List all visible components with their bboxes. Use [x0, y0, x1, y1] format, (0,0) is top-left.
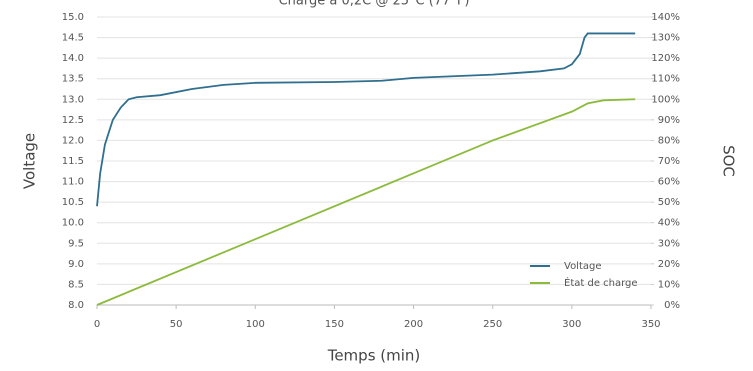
- legend-label: Voltage: [564, 261, 602, 272]
- y-tick-label: 12.5: [62, 115, 84, 126]
- x-tick-label: 200: [404, 319, 423, 330]
- x-tick-label: 100: [246, 319, 265, 330]
- y-tick-label: 12.0: [62, 135, 84, 146]
- y2-tick-label: 70%: [658, 156, 680, 167]
- x-tick-label: 50: [170, 319, 183, 330]
- y-tick-label: 9.5: [68, 238, 84, 249]
- y-tick-label: 11.5: [62, 156, 84, 167]
- y2-axis-title: SOC: [720, 145, 738, 177]
- y2-tick-label: 80%: [658, 135, 680, 146]
- series-line: [96, 98, 636, 306]
- y2-tick-label: 0%: [664, 300, 680, 311]
- y2-tick-label: 90%: [658, 115, 680, 126]
- y-tick-label: 8.0: [68, 300, 84, 311]
- y2-tick-label: 30%: [658, 238, 680, 249]
- y2-tick-label: 10%: [658, 279, 680, 290]
- y2-tick-label: 130%: [651, 33, 680, 44]
- legend: Voltage État de charge: [530, 261, 638, 289]
- y-tick-label: 14.0: [62, 53, 84, 64]
- y-tick-label: 11.0: [62, 177, 84, 188]
- series-line: [96, 32, 636, 207]
- y-tick-label: 13.0: [62, 94, 84, 105]
- y2-tick-label: 140%: [651, 12, 680, 23]
- x-tick-label: 150: [325, 319, 344, 330]
- y-tick-label: 15.0: [62, 12, 84, 23]
- y2-tick-label: 60%: [658, 177, 680, 188]
- y2-tick-label: 40%: [658, 218, 680, 229]
- x-tick-label: 350: [641, 319, 660, 330]
- y-tick-label: 10.0: [62, 218, 84, 229]
- x-tick-label: 250: [483, 319, 502, 330]
- x-axis-title: Temps (min): [327, 347, 421, 365]
- y2-tick-label: 120%: [651, 53, 680, 64]
- chart-title: Charge à 0,2C @ 25°C (77°F): [279, 0, 470, 9]
- y-tick-label: 13.5: [62, 74, 84, 85]
- legend-label: État de charge: [564, 276, 638, 289]
- y2-tick-label: 20%: [658, 259, 680, 270]
- y2-tick-label: 50%: [658, 197, 680, 208]
- x-tick-label: 0: [94, 319, 100, 330]
- y-axis-title: Voltage: [21, 133, 39, 189]
- y-tick-label: 10.5: [62, 197, 84, 208]
- y-tick-label: 8.5: [68, 279, 84, 290]
- y-tick-label: 9.0: [68, 259, 84, 270]
- y2-tick-label: 100%: [651, 94, 680, 105]
- x-tick-label: 300: [562, 319, 581, 330]
- y-tick-label: 14.5: [62, 33, 84, 44]
- y2-tick-label: 110%: [651, 74, 680, 85]
